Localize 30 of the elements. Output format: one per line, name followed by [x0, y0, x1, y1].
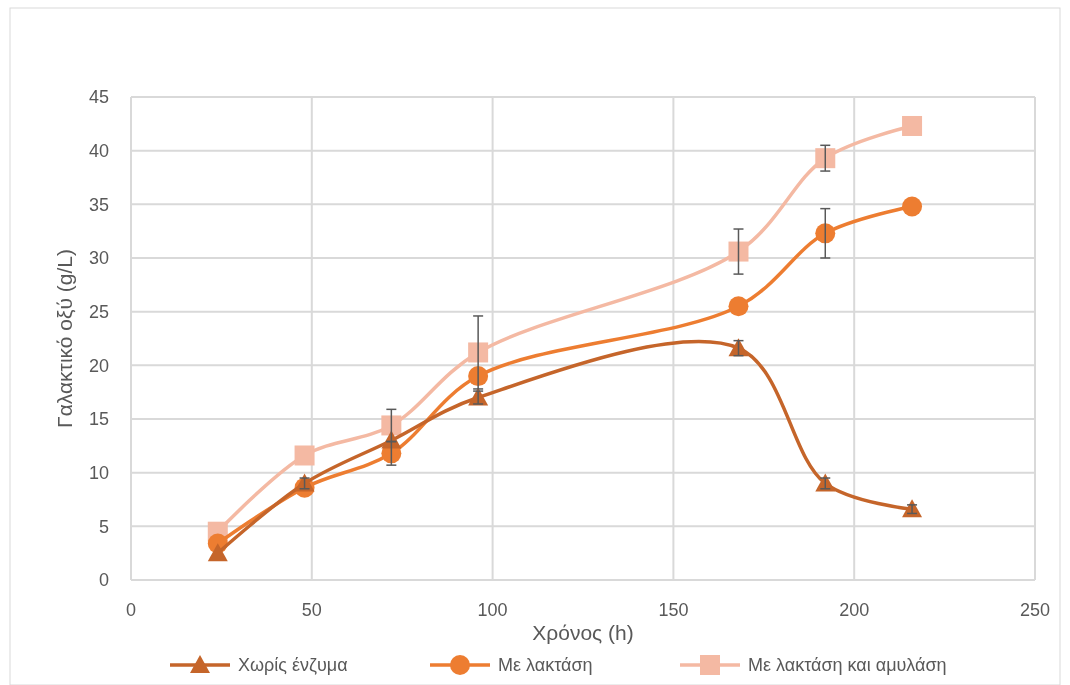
point	[902, 115, 923, 136]
x-tick-label: 0	[125, 600, 137, 620]
y-tick-label: 5	[98, 516, 109, 537]
x-tick-label: 100	[477, 600, 508, 620]
x-tick-label: 250	[1019, 600, 1051, 620]
point	[728, 296, 749, 317]
y-tick-label: 45	[88, 87, 109, 108]
point	[468, 342, 489, 363]
y-tick-label: 35	[88, 194, 109, 215]
y-axis-title: Γαλακτικό οξύ (g/L)	[53, 249, 76, 428]
y-tick-label: 25	[88, 301, 109, 322]
point	[815, 223, 836, 244]
legend-label: Χωρίς ένζυμα	[238, 655, 348, 676]
x-tick-label: 50	[301, 600, 322, 620]
y-tick-label: 20	[88, 355, 109, 376]
x-axis-title: Χρόνος (h)	[532, 621, 634, 644]
point	[294, 445, 315, 466]
y-tick-label: 30	[88, 248, 109, 269]
x-tick-label: 150	[658, 600, 689, 620]
point	[207, 543, 228, 562]
x-tick-label: 200	[839, 600, 870, 620]
y-tick-label: 40	[88, 140, 109, 161]
legend-label: Με λακτάση και αμυλάση	[748, 655, 947, 676]
y-tick-label: 10	[88, 462, 109, 483]
point	[728, 241, 749, 262]
point	[381, 415, 402, 436]
y-tick-label: 0	[98, 570, 109, 591]
legend-label: Με λακτάση	[498, 655, 593, 676]
point	[902, 196, 923, 217]
y-tick-label: 15	[88, 409, 109, 430]
